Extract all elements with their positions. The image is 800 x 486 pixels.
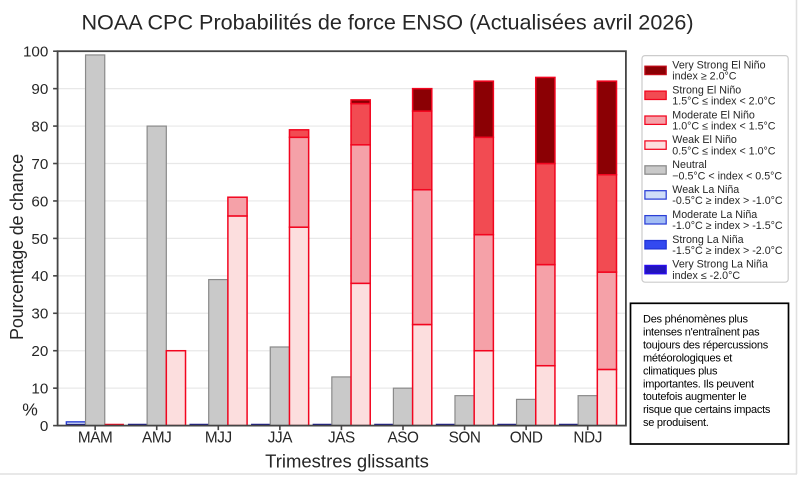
svg-text:Weak El Niño: Weak El Niño [672,134,737,146]
svg-text:NDJ: NDJ [573,430,602,447]
svg-text:20: 20 [31,343,48,360]
svg-text:se produisent.: se produisent. [643,417,709,429]
svg-text:30: 30 [31,306,48,323]
svg-text:ASO: ASO [387,430,419,447]
svg-text:70: 70 [31,156,48,173]
svg-text:Strong La Niña: Strong La Niña [672,234,743,246]
svg-text:risque que certains impacts: risque que certains impacts [643,404,771,416]
svg-text:0: 0 [40,418,48,435]
svg-text:-0.5°C ≥ index > -1.0°C: -0.5°C ≥ index > -1.0°C [672,195,783,207]
svg-text:Very Strong La Niña: Very Strong La Niña [672,259,768,271]
svg-text:toujours des répercussions: toujours des répercussions [643,339,769,351]
svg-text:JJA: JJA [268,430,293,447]
svg-text:Very Strong El Niño: Very Strong El Niño [672,60,765,72]
svg-text:Pourcentage de chance: Pourcentage de chance [7,154,27,340]
svg-text:index ≥ 2.0°C: index ≥ 2.0°C [672,71,736,83]
svg-text:toutefois augmenter le: toutefois augmenter le [643,391,746,403]
svg-text:Trimestres glissants: Trimestres glissants [265,451,429,472]
svg-text:MJJ: MJJ [205,430,232,447]
svg-text:climatiques plus: climatiques plus [643,365,718,377]
svg-text:50: 50 [31,231,48,248]
svg-text:AMJ: AMJ [142,430,171,447]
svg-text:80: 80 [31,118,48,135]
svg-text:-1.5°C ≥ index > -2.0°C: -1.5°C ≥ index > -2.0°C [672,245,783,257]
svg-text:100: 100 [23,44,48,61]
svg-text:Strong El Niño: Strong El Niño [672,84,741,96]
svg-text:NOAA CPC Probabilités de force: NOAA CPC Probabilités de force ENSO (Act… [81,10,693,35]
svg-text:40: 40 [31,268,48,285]
svg-text:importantes. Ils peuvent: importantes. Ils peuvent [643,378,754,390]
svg-text:10: 10 [31,381,48,398]
svg-text:1.5°C ≤ index < 2.0°C: 1.5°C ≤ index < 2.0°C [672,96,776,108]
svg-text:OND: OND [510,430,543,447]
svg-text:60: 60 [31,193,48,210]
svg-text:90: 90 [31,81,48,98]
svg-text:−0.5°C < index < 0.5°C: −0.5°C < index < 0.5°C [672,170,782,182]
svg-text:intenses n'entraînent pas: intenses n'entraînent pas [643,326,760,338]
svg-text:SON: SON [449,430,481,447]
svg-text:Des phénomènes plus: Des phénomènes plus [643,314,748,326]
svg-text:0.5°C ≤ index < 1.0°C: 0.5°C ≤ index < 1.0°C [672,145,776,157]
svg-text:1.0°C ≤ index < 1.5°C: 1.0°C ≤ index < 1.5°C [672,121,776,133]
svg-text:météorologiques et: météorologiques et [643,352,732,364]
svg-text:JAS: JAS [328,430,355,447]
svg-text:-1.0°C ≥ index > -1.5°C: -1.0°C ≥ index > -1.5°C [672,220,783,232]
svg-text:MAM: MAM [78,430,113,447]
svg-text:Moderate La Niña: Moderate La Niña [672,209,757,221]
svg-text:index ≤ -2.0°C: index ≤ -2.0°C [672,270,740,282]
svg-text:Weak La Niña: Weak La Niña [672,184,739,196]
svg-text:Neutral: Neutral [672,159,706,171]
svg-text:Moderate El Niño: Moderate El Niño [672,109,755,121]
svg-text:%: % [22,400,38,420]
